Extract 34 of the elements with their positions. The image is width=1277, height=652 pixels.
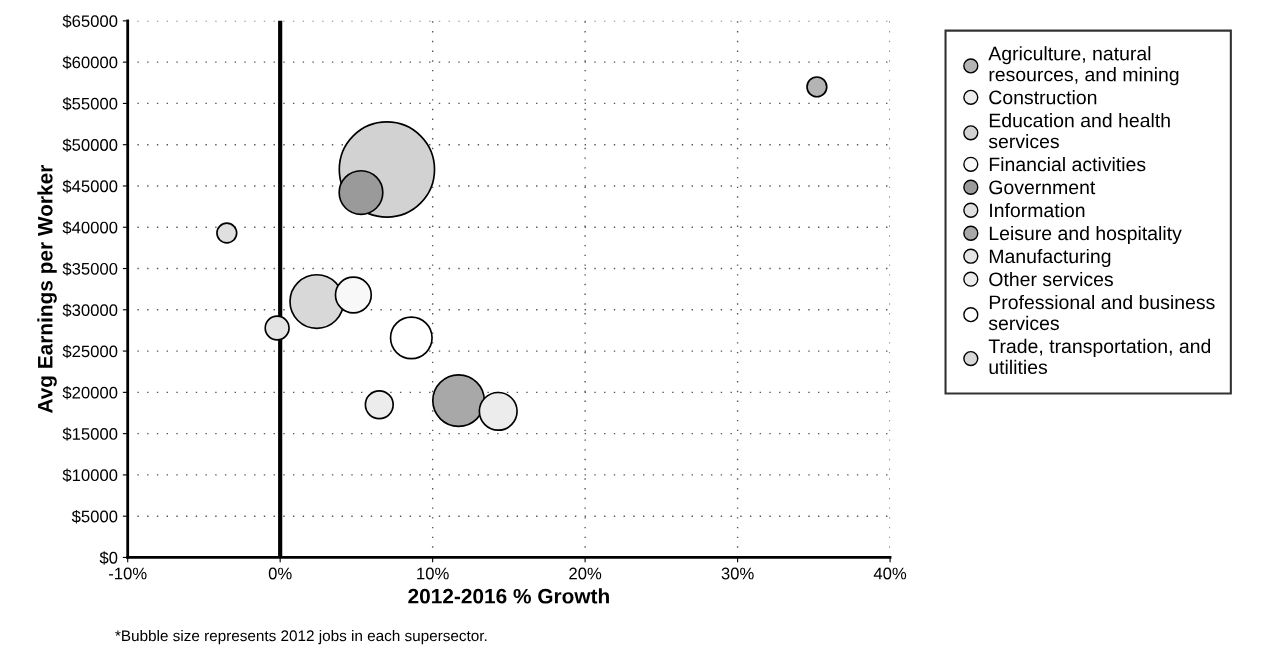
x-tick-label: 0% [268, 567, 292, 580]
legend-label: Construction [989, 90, 1097, 105]
y-tick-label: $15000 [62, 427, 118, 441]
y-tick-label: $45000 [62, 179, 118, 194]
y-axis-title: Avg Earnings per Worker [37, 165, 57, 414]
y-tick-label: $30000 [62, 303, 118, 317]
legend-label: Professional and business services [988, 294, 1215, 331]
legend-label: Trade, transportation, and utilities [988, 338, 1211, 375]
y-tick-label: $5000 [71, 509, 118, 524]
x-tick-label: 40% [873, 567, 907, 580]
legend-label: Government [989, 180, 1096, 195]
legend-label: Information [990, 202, 1085, 218]
legend-label: Leisure and hospitality [989, 225, 1182, 245]
y-tick-label: $20000 [62, 386, 118, 400]
legend-label: Financial activities [989, 156, 1146, 172]
y-tick-label: $0 [99, 551, 118, 565]
x-tick-label: 20% [569, 567, 602, 580]
x-axis-title: 2012-2016 % Growth [408, 588, 609, 604]
y-tick-label: $25000 [62, 344, 118, 359]
x-tick-label: -10% [108, 567, 147, 580]
x-tick-label: 10% [417, 567, 449, 580]
legend-label: Agriculture, natural resources, and mining [988, 46, 1179, 86]
y-tick-label: $55000 [62, 97, 118, 111]
y-tick-label: $10000 [62, 468, 118, 483]
y-tick-label: $60000 [62, 55, 118, 70]
x-tick-label: 30% [721, 567, 754, 580]
y-tick-label: $65000 [62, 14, 118, 29]
y-tick-label: $35000 [62, 262, 118, 276]
text: *Bubble size represents 2012 jobs in each supersector. [115, 629, 487, 645]
y-tick-label: $40000 [62, 220, 118, 235]
legend-label: Manufacturing [989, 248, 1111, 268]
legend-label: Education and health services [988, 113, 1170, 149]
legend-label: Other services [989, 271, 1113, 287]
y-tick-label: $50000 [62, 138, 118, 152]
